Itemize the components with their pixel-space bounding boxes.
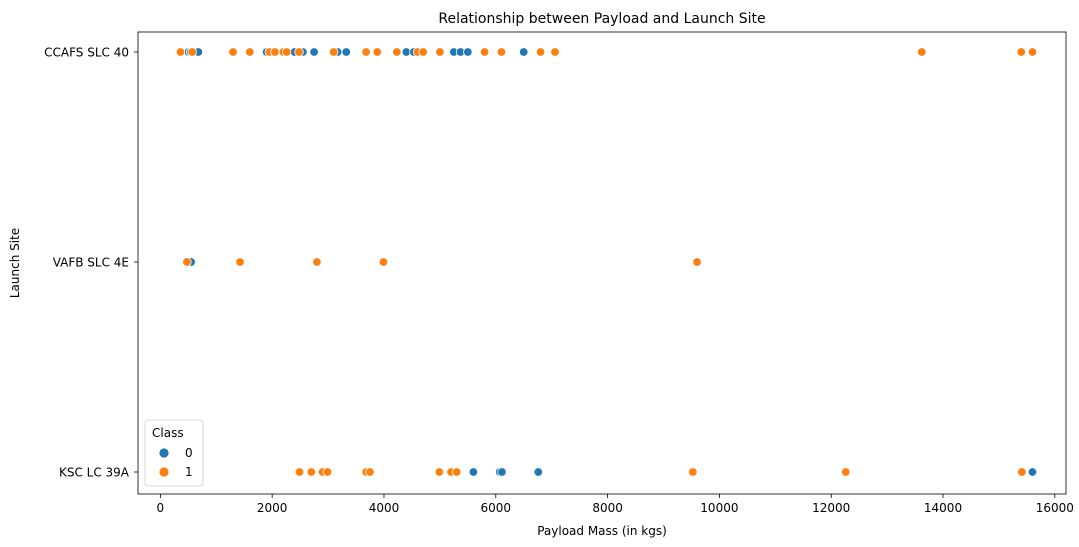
legend-title: Class [152, 426, 184, 440]
x-tick-label: 14000 [924, 501, 962, 515]
x-axis-ticks: 0 2000 4000 6000 8000 10000 12000 14000 16000 [157, 494, 1074, 515]
y-axis-label: Launch Site [8, 228, 22, 298]
y-tick-label: KSC LC 39A [59, 466, 130, 480]
data-point-class-1 [1027, 47, 1038, 57]
data-point-class-0 [497, 467, 507, 477]
data-points [175, 47, 1038, 477]
y-tick-label: VAFB SLC 4E [53, 256, 129, 270]
data-point-class-1 [175, 47, 186, 57]
data-point-class-1 [294, 467, 305, 477]
legend: Class 0 1 [144, 419, 204, 487]
data-point-class-1 [182, 257, 192, 267]
data-point-class-0 [1027, 467, 1038, 477]
legend-label-1: 1 [185, 465, 193, 479]
data-point-class-1 [365, 467, 375, 477]
x-tick-label: 4000 [369, 501, 400, 515]
data-point-class-0 [309, 47, 319, 57]
data-point-class-1 [550, 47, 560, 57]
data-point-class-1 [434, 467, 445, 477]
chart-title: Relationship between Payload and Launch … [438, 11, 765, 27]
x-tick-label: 10000 [700, 501, 738, 515]
x-tick-label: 0 [157, 501, 165, 515]
data-point-class-1 [361, 47, 371, 57]
data-point-class-1 [235, 257, 245, 267]
data-point-class-1 [917, 47, 927, 57]
data-point-class-1 [1016, 47, 1026, 57]
legend-marker-0 [158, 447, 170, 459]
data-point-class-1 [451, 467, 462, 477]
data-point-class-0 [519, 47, 529, 57]
data-point-class-1 [328, 47, 339, 57]
y-tick-label: CCAFS SLC 40 [44, 46, 129, 60]
x-axis-label: Payload Mass (in kgs) [537, 524, 667, 538]
x-tick-label: 16000 [1036, 501, 1074, 515]
data-point-class-1 [282, 47, 292, 57]
data-point-class-1 [294, 47, 304, 57]
data-point-class-1 [1017, 467, 1027, 477]
data-point-class-1 [535, 47, 546, 57]
data-point-class-0 [468, 467, 479, 477]
data-point-class-1 [496, 47, 507, 57]
data-point-class-1 [270, 47, 280, 57]
plot-area-frame [137, 31, 1067, 495]
data-point-class-0 [341, 47, 351, 57]
data-point-class-1 [692, 257, 702, 267]
y-axis-ticks: CCAFS SLC 40 VAFB SLC 4E KSC LC 39A [44, 46, 138, 480]
data-point-class-1 [245, 47, 255, 57]
data-point-class-1 [841, 467, 851, 477]
data-point-class-0 [533, 467, 543, 477]
data-point-class-0 [463, 47, 473, 57]
data-point-class-1 [392, 47, 402, 57]
data-point-class-1 [378, 257, 389, 267]
x-tick-label: 2000 [257, 501, 288, 515]
data-point-class-1 [187, 47, 197, 57]
data-point-class-1 [312, 257, 322, 267]
data-point-class-1 [688, 467, 698, 477]
x-tick-label: 6000 [481, 501, 512, 515]
data-point-class-1 [228, 47, 238, 57]
legend-label-0: 0 [185, 446, 193, 460]
data-point-class-1 [322, 467, 333, 477]
data-point-class-1 [372, 47, 382, 57]
data-point-class-1 [479, 47, 490, 57]
x-tick-label: 12000 [812, 501, 850, 515]
data-point-class-1 [435, 47, 445, 57]
data-point-class-1 [306, 467, 317, 477]
x-tick-label: 8000 [592, 501, 623, 515]
legend-marker-1 [158, 466, 170, 478]
data-point-class-1 [418, 47, 428, 57]
